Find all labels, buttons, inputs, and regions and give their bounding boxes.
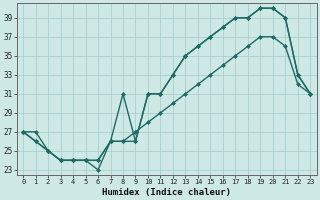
X-axis label: Humidex (Indice chaleur): Humidex (Indice chaleur) (102, 188, 231, 197)
